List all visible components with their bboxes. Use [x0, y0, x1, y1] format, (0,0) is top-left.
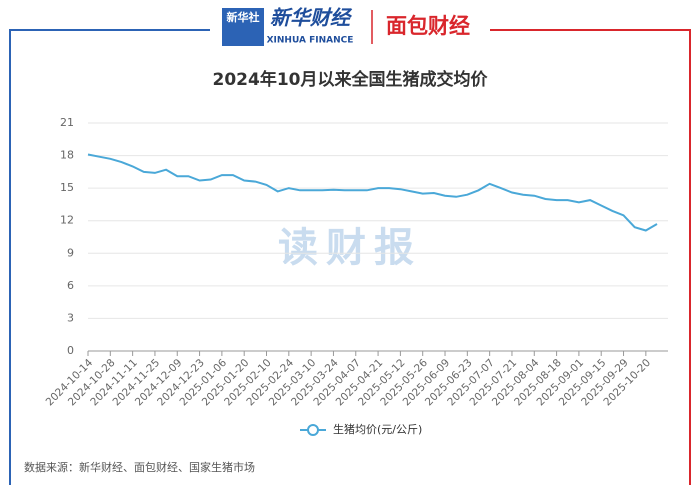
legend-label: 生猪均价(元/公斤): [333, 422, 422, 436]
y-tick-label: 21: [60, 116, 74, 129]
series-line: [87, 153, 658, 232]
y-tick-label: 0: [67, 344, 74, 357]
partner: 面包财经: [386, 14, 470, 38]
y-tick-label: 3: [67, 311, 74, 324]
frame-right: [490, 29, 691, 485]
brand: 新华财经: [270, 6, 353, 30]
legend-marker: [307, 424, 319, 436]
logo-box-text: 新华社: [227, 10, 260, 24]
y-tick-label: 6: [67, 279, 74, 292]
y-tick-label: 12: [60, 214, 74, 227]
watermark: 读财报: [278, 225, 422, 271]
brand-en: XINHUA FINANCE: [267, 36, 354, 46]
source: 数据来源：新华财经、面包财经、国家生猪市场: [24, 460, 255, 474]
chart-title: 2024年10月以来全国生猪成交均价: [213, 69, 489, 90]
logo-box: [222, 8, 264, 46]
y-tick-label: 18: [60, 149, 74, 162]
y-tick-label: 15: [60, 181, 74, 194]
y-tick-label: 9: [67, 246, 74, 259]
frame-left: [9, 29, 210, 485]
